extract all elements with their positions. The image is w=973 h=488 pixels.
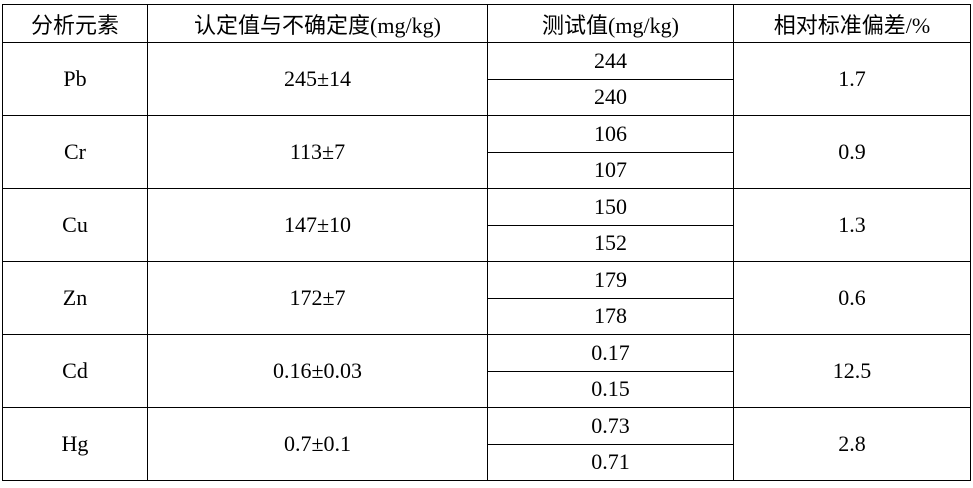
measured-cell: 0.71 [487,443,734,481]
element-cell: Pb [2,42,148,116]
certified-cell: 113±7 [147,115,488,189]
data-row: 240 [3,78,971,116]
table-body: Pb 245±14 244 1.7 240 Cr 113±7 106 0.9 107 Cu 147±1… [2,42,971,481]
certified-cell: 147±10 [147,188,488,262]
data-row: Cd 0.16±0.03 0.17 12.5 [2,334,971,408]
rsd-cell: 1.3 [733,188,971,262]
rsd-cell: 12.5 [733,334,971,408]
element-cell: Zn [2,261,148,335]
data-row: Pb 245±14 244 1.7 [2,42,971,116]
header-row: 分析元素 认定值与不确定度(mg/kg) 测试值(mg/kg) 相对标准偏差/% [2,4,971,43]
measured-cell: 178 [487,297,734,335]
measured-cell: 244 [487,42,734,80]
data-row: Zn 172±7 179 0.6 [2,261,971,335]
rsd-cell: 2.8 [733,407,971,481]
data-row: 0.71 [3,443,971,481]
data-row: 152 [3,224,971,262]
measured-cell: 0.15 [487,370,734,408]
data-row: 107 [3,151,971,189]
rsd-cell: 0.9 [733,115,971,189]
element-cell: Cd [2,334,148,408]
header-cell: 测试值(mg/kg) [487,4,734,43]
certified-cell: 0.16±0.03 [147,334,488,408]
certified-cell: 172±7 [147,261,488,335]
data-row: Cu 147±10 150 1.3 [2,188,971,262]
measured-cell: 0.73 [487,407,734,445]
certified-cell: 245±14 [147,42,488,116]
data-row: Cr 113±7 106 0.9 [2,115,971,189]
data-row: Hg 0.7±0.1 0.73 2.8 [2,407,971,481]
certified-cell: 0.7±0.1 [147,407,488,481]
measured-cell: 150 [487,188,734,226]
measured-cell: 0.17 [487,334,734,372]
rsd-cell: 1.7 [733,42,971,116]
measured-cell: 106 [487,115,734,153]
header-cell: 分析元素 [2,4,148,43]
element-cell: Hg [2,407,148,481]
measured-cell: 179 [487,261,734,299]
header-cell: 相对标准偏差/% [733,4,971,43]
measured-cell: 240 [487,78,734,116]
element-cell: Cr [2,115,148,189]
results-table: 分析元素 认定值与不确定度(mg/kg) 测试值(mg/kg) 相对标准偏差/% Pb… [2,4,971,481]
measured-cell: 107 [487,151,734,189]
element-cell: Cu [2,188,148,262]
rsd-cell: 0.6 [733,261,971,335]
measured-cell: 152 [487,224,734,262]
header-cell: 认定值与不确定度(mg/kg) [147,4,488,43]
